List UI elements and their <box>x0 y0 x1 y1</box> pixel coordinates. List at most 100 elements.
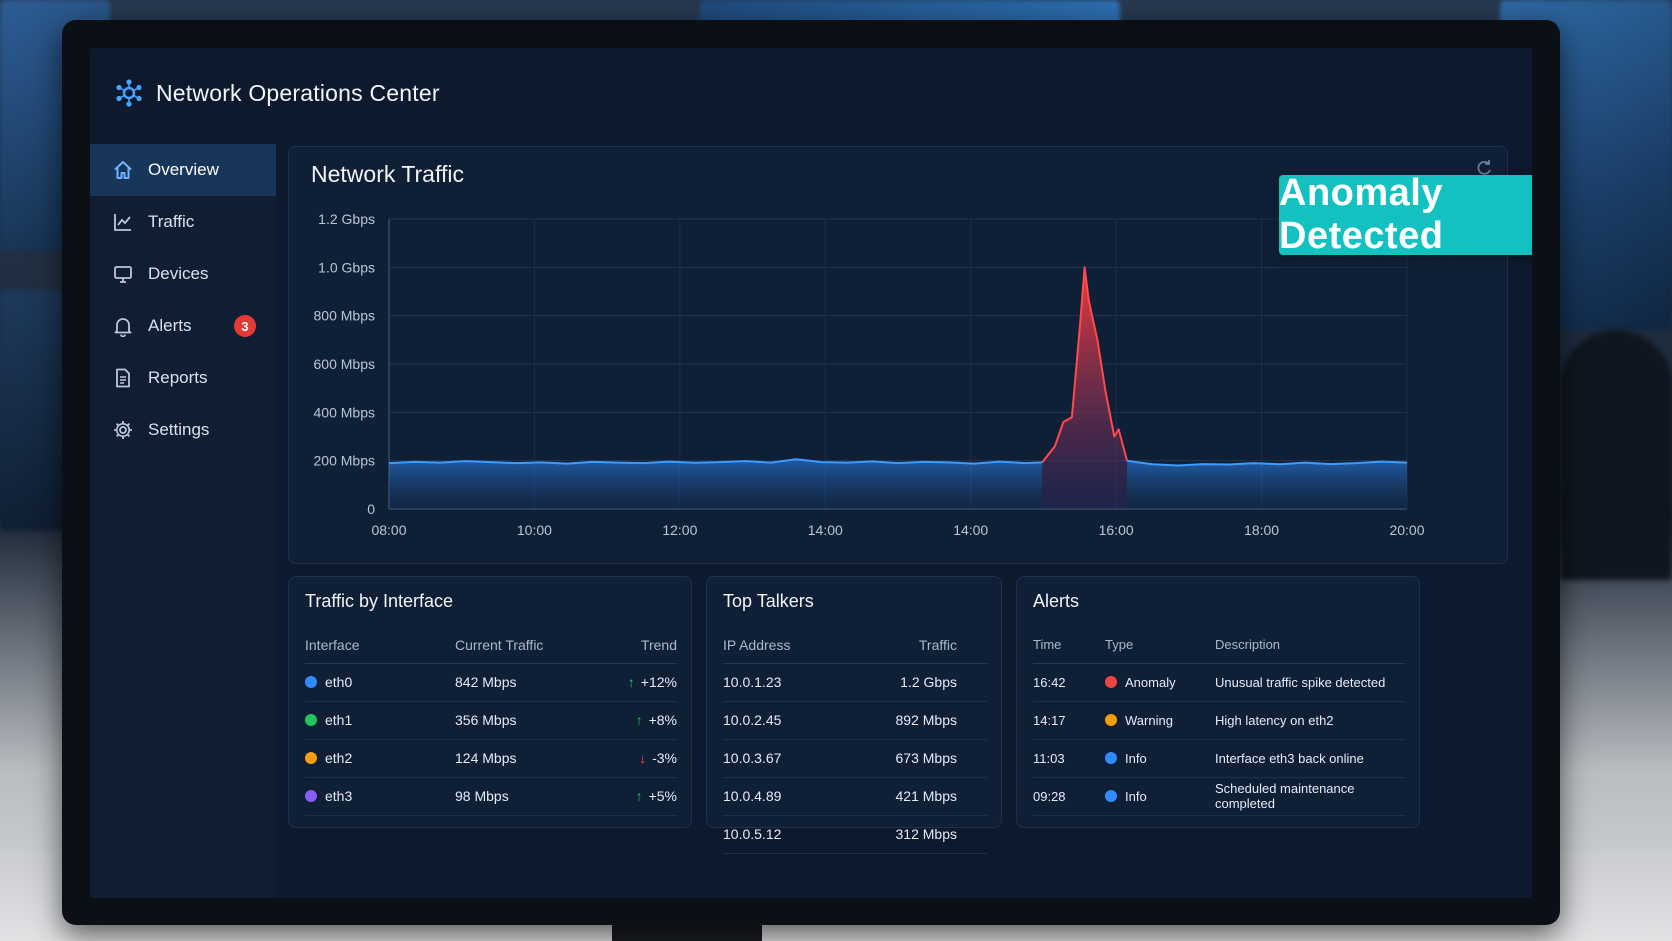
alerts-panel: Alerts Time Type Description 16:42 Anomal… <box>1016 576 1420 828</box>
panel-title: Top Talkers <box>723 591 814 611</box>
alerts-table: Time Type Description 16:42 Anomaly Unusua… <box>1033 627 1405 816</box>
network-hub-icon <box>116 79 142 107</box>
ip-address: 10.0.1.23 <box>723 663 883 702</box>
traffic-chart: 1.2 Gbps 1.0 Gbps 800 Mbps 600 Mbps 400 Mbps… <box>314 211 1425 538</box>
sidebar-item-overview[interactable]: Overview <box>90 144 276 196</box>
column-header: Traffic <box>883 627 987 664</box>
table-row[interactable]: 10.0.3.67 673 Mbps <box>723 739 987 778</box>
top-talkers-panel: Top Talkers IP Address Traffic 10.0.1.23… <box>706 576 1002 854</box>
alert-time: 09:28 <box>1033 777 1105 816</box>
dashboard-screen: Network Operations Center Overview Traff… <box>90 48 1532 898</box>
sidebar-item-alerts[interactable]: Alerts 3 <box>90 300 276 352</box>
sidebar-item-traffic[interactable]: Traffic <box>90 196 276 248</box>
column-header: Description <box>1215 627 1405 664</box>
trend-value: +8% <box>648 712 677 728</box>
sidebar-item-settings[interactable]: Settings <box>90 404 276 456</box>
table-row[interactable]: 10.0.5.12 312 Mbps <box>723 815 987 854</box>
series-line-0 <box>388 458 1043 465</box>
severity-dot <box>1105 789 1117 802</box>
table-row[interactable]: eth0 842 Mbps ↑ +12% <box>305 663 677 702</box>
series-area-2 <box>1127 460 1407 509</box>
refresh-icon[interactable] <box>1475 159 1493 177</box>
ip-address: 10.0.4.89 <box>723 777 883 816</box>
alert-description: Scheduled maintenance completed <box>1215 777 1405 816</box>
series-area-1 <box>1042 267 1127 509</box>
traffic-value: 892 Mbps <box>883 701 987 740</box>
alert-type: Anomaly <box>1125 674 1176 690</box>
table-row[interactable]: 09:28 Info Scheduled maintenance completed <box>1033 777 1405 816</box>
trend-cell: ↑ +8% <box>605 701 677 740</box>
sidebar-item-reports[interactable]: Reports <box>90 352 276 404</box>
ip-address: 10.0.3.67 <box>723 739 883 778</box>
current-traffic: 842 Mbps <box>455 663 605 702</box>
interface-name: eth3 <box>325 788 353 804</box>
alert-type-cell: Info <box>1105 739 1215 778</box>
table-row[interactable]: eth1 356 Mbps ↑ +8% <box>305 701 677 740</box>
sidebar: Overview Traffic Devices Alerts 3 Report… <box>90 144 276 898</box>
traffic-value: 673 Mbps <box>883 739 987 778</box>
x-tick-label: 16:00 <box>1099 522 1134 538</box>
sidebar-item-label: Reports <box>148 368 208 387</box>
network-traffic-panel: Network Traffic 1.2 Gbps 1.0 Gbps 800 Mbps… <box>288 146 1532 564</box>
interface-name: eth0 <box>325 674 353 690</box>
traffic-value: 312 Mbps <box>883 815 987 854</box>
table-row[interactable]: 16:42 Anomaly Unusual traffic spike detect… <box>1033 663 1405 702</box>
x-tick-label: 20:00 <box>1389 522 1424 538</box>
table-row[interactable]: 10.0.1.23 1.2 Gbps <box>723 663 987 702</box>
monitor-icon <box>114 266 132 283</box>
sidebar-item-label: Traffic <box>148 212 195 231</box>
table-row[interactable]: eth2 124 Mbps ↓ -3% <box>305 739 677 778</box>
trend-cell: ↑ +5% <box>605 777 677 816</box>
traffic-by-interface-panel: Traffic by Interface Interface Current T… <box>288 576 692 828</box>
interface-cell: eth2 <box>305 739 455 778</box>
column-header: Trend <box>605 627 677 664</box>
panel-title: Alerts <box>1033 591 1080 611</box>
column-header: Interface <box>305 627 455 664</box>
panel-title: Traffic by Interface <box>305 591 454 611</box>
table-row[interactable]: 11:03 Info Interface eth3 back online <box>1033 739 1405 778</box>
alert-time: 14:17 <box>1033 701 1105 740</box>
arrow-up-icon: ↑ <box>635 788 643 804</box>
x-tick-label: 12:00 <box>662 522 697 538</box>
top-talkers-table: IP Address Traffic 10.0.1.23 1.2 Gbps 10.0… <box>723 627 987 854</box>
app-title: Network Operations Center <box>156 79 440 106</box>
alert-time: 16:42 <box>1033 663 1105 702</box>
top-bar: Network Operations Center <box>90 48 1532 138</box>
alert-type: Info <box>1125 750 1147 766</box>
table-row[interactable]: 14:17 Warning High latency on eth2 <box>1033 701 1405 740</box>
interface-table: Interface Current Traffic Trend eth0 842 … <box>305 627 677 816</box>
table-row[interactable]: 10.0.4.89 421 Mbps <box>723 777 987 816</box>
y-tick-label: 0 <box>367 501 375 517</box>
y-tick-label: 1.0 Gbps <box>318 259 375 275</box>
background-monitor <box>0 290 70 530</box>
table-row[interactable]: 10.0.2.45 892 Mbps <box>723 701 987 740</box>
sidebar-item-label: Alerts <box>148 316 192 335</box>
monitor-bezel: Network Operations Center Overview Traff… <box>62 20 1560 925</box>
status-dot <box>305 790 317 802</box>
column-header: IP Address <box>723 627 883 664</box>
trend-value: +5% <box>648 788 677 804</box>
current-traffic: 124 Mbps <box>455 739 605 778</box>
status-dot <box>305 676 317 688</box>
trend-cell: ↓ -3% <box>605 739 677 778</box>
trend-cell: ↑ +12% <box>605 663 677 702</box>
column-header: Time <box>1033 627 1105 664</box>
interface-name: eth2 <box>325 750 353 766</box>
interface-cell: eth1 <box>305 701 455 740</box>
x-tick-label: 08:00 <box>371 522 406 538</box>
anomaly-detected-banner: Anomaly Detected <box>1279 172 1532 257</box>
series-line-1 <box>1041 266 1128 464</box>
severity-dot <box>1105 713 1117 726</box>
series-line-2 <box>1126 459 1408 467</box>
arrow-down-icon: ↓ <box>639 750 647 766</box>
document-icon <box>116 368 130 388</box>
line-chart-icon <box>114 214 131 231</box>
bell-icon <box>114 318 132 337</box>
sidebar-item-devices[interactable]: Devices <box>90 248 276 300</box>
column-header: Type <box>1105 627 1215 664</box>
arrow-up-icon: ↑ <box>635 712 643 728</box>
table-row[interactable]: eth3 98 Mbps ↑ +5% <box>305 777 677 816</box>
y-tick-label: 200 Mbps <box>314 453 375 469</box>
alert-type: Info <box>1125 788 1147 804</box>
series-area-0 <box>389 459 1043 509</box>
